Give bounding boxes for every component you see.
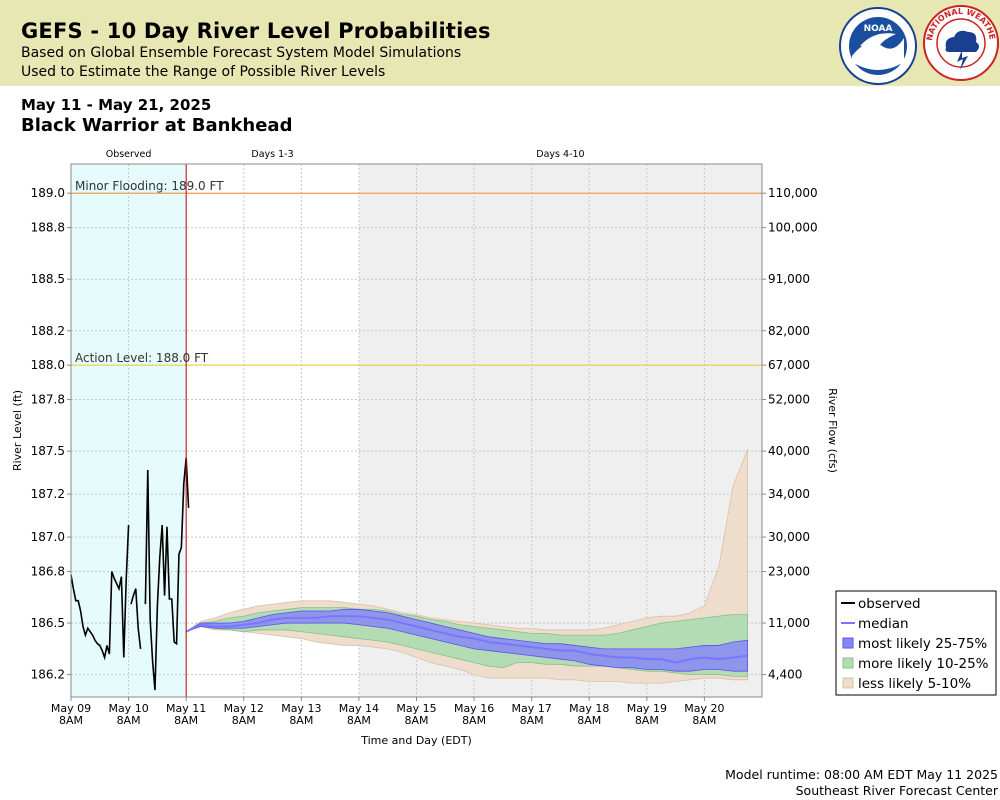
legend-label-more-likely: more likely 10-25% — [858, 656, 989, 672]
x-tick-label-time: 8AM — [174, 714, 198, 727]
forecast-center: Southeast River Forecast Center — [795, 783, 998, 798]
y-tick-label: 188.8 — [31, 221, 65, 235]
x-tick-label-date: May 13 — [281, 702, 321, 715]
x-tick-label-time: 8AM — [692, 714, 716, 727]
y2-tick-label: 82,000 — [768, 324, 810, 338]
y-tick-label: 187.2 — [31, 487, 65, 501]
legend-label-median: median — [858, 616, 909, 632]
y-axis-title: River Level (ft) — [11, 390, 24, 471]
x-tick-label-time: 8AM — [347, 714, 371, 727]
legend-box — [835, 590, 997, 696]
y2-axis-title: River Flow (cfs) — [826, 388, 839, 473]
y2-tick-label: 4,400 — [768, 668, 802, 682]
x-tick-label-time: 8AM — [520, 714, 544, 727]
y2-tick-label: 67,000 — [768, 358, 810, 372]
x-tick-label-time: 8AM — [462, 714, 486, 727]
legend-swatch-less-likely — [842, 677, 854, 689]
y-tick-label: 188.5 — [31, 272, 65, 286]
y2-tick-label: 23,000 — [768, 564, 810, 578]
y2-tick-label: 100,000 — [768, 221, 818, 235]
x-tick-label-date: May 20 — [684, 702, 724, 715]
observed-series-line — [144, 457, 190, 691]
y-tick-label: 186.8 — [31, 564, 65, 578]
nws-logo: NATIONAL WEATHER SERVICE — [922, 4, 999, 81]
observed-series-line — [70, 525, 130, 661]
x-tick-label-time: 8AM — [635, 714, 659, 727]
x-tick-label-date: May 18 — [569, 702, 609, 715]
y2-tick-label: 110,000 — [768, 186, 818, 200]
y-tick-label: 188.2 — [31, 324, 65, 338]
y2-tick-label: 11,000 — [768, 616, 810, 630]
x-tick-label-date: May 15 — [396, 702, 436, 715]
page-subtitle-1: Based on Global Ensemble Forecast System… — [21, 45, 462, 61]
model-runtime: Model runtime: 08:00 AM EDT May 11 2025 — [725, 767, 998, 782]
noaa-logo-text: NOAA — [864, 24, 893, 34]
page-title: GEFS - 10 Day River Level Probabilities — [21, 19, 491, 43]
x-tick-label-time: 8AM — [404, 714, 428, 727]
x-tick-label-time: 8AM — [577, 714, 601, 727]
x-tick-label-date: May 12 — [224, 702, 264, 715]
x-tick-label-time: 8AM — [232, 714, 256, 727]
x-axis-title: Time and Day (EDT) — [360, 734, 472, 747]
threshold-label-action-level: Action Level: 188.0 FT — [75, 351, 209, 365]
x-tick-label-date: May 16 — [454, 702, 494, 715]
y2-tick-label: 30,000 — [768, 530, 810, 544]
header-banner: GEFS - 10 Day River Level Probabilities … — [0, 0, 1000, 86]
y2-tick-label: 91,000 — [768, 272, 810, 286]
x-tick-label-date: May 19 — [627, 702, 667, 715]
y-tick-label: 189.0 — [31, 186, 65, 200]
period-label-observed: Observed — [106, 149, 152, 160]
y2-tick-label: 40,000 — [768, 444, 810, 458]
observed-series-line — [130, 588, 142, 649]
y-tick-label: 186.2 — [31, 668, 65, 682]
y-tick-label: 188.0 — [31, 358, 65, 372]
x-tick-label-date: May 14 — [339, 702, 379, 715]
y2-tick-label: 52,000 — [768, 393, 810, 407]
y-tick-label: 186.5 — [31, 616, 65, 630]
legend-label-less-likely: less likely 5-10% — [858, 676, 971, 692]
x-tick-label-time: 8AM — [289, 714, 313, 727]
period-label-days-1-3: Days 1-3 — [251, 149, 293, 160]
days-4-10-region — [358, 164, 762, 697]
legend-swatch-most-likely — [842, 637, 854, 649]
location-title: Black Warrior at Bankhead — [21, 115, 293, 136]
y-tick-label: 187.8 — [31, 393, 65, 407]
x-tick-label-date: May 17 — [512, 702, 552, 715]
threshold-label-minor-flooding: Minor Flooding: 189.0 FT — [75, 179, 224, 193]
median-series-line — [185, 615, 748, 664]
date-range: May 11 - May 21, 2025 — [21, 96, 212, 114]
x-tick-label-date: May 11 — [166, 702, 206, 715]
y-tick-label: 187.0 — [31, 530, 65, 544]
y-tick-label: 187.5 — [31, 444, 65, 458]
x-tick-label-date: May 09 — [51, 702, 91, 715]
legend-swatch-more-likely — [842, 657, 854, 669]
noaa-logo: NOAA — [839, 7, 917, 85]
x-tick-label-time: 8AM — [59, 714, 83, 727]
legend-label-most-likely: most likely 25-75% — [858, 636, 987, 652]
x-tick-label-date: May 10 — [108, 702, 148, 715]
x-tick-label-time: 8AM — [117, 714, 141, 727]
period-label-days-4-10: Days 4-10 — [536, 149, 584, 160]
page-subtitle-2: Used to Estimate the Range of Possible R… — [21, 64, 386, 80]
y2-tick-label: 34,000 — [768, 487, 810, 501]
legend-label-observed: observed — [858, 596, 921, 612]
